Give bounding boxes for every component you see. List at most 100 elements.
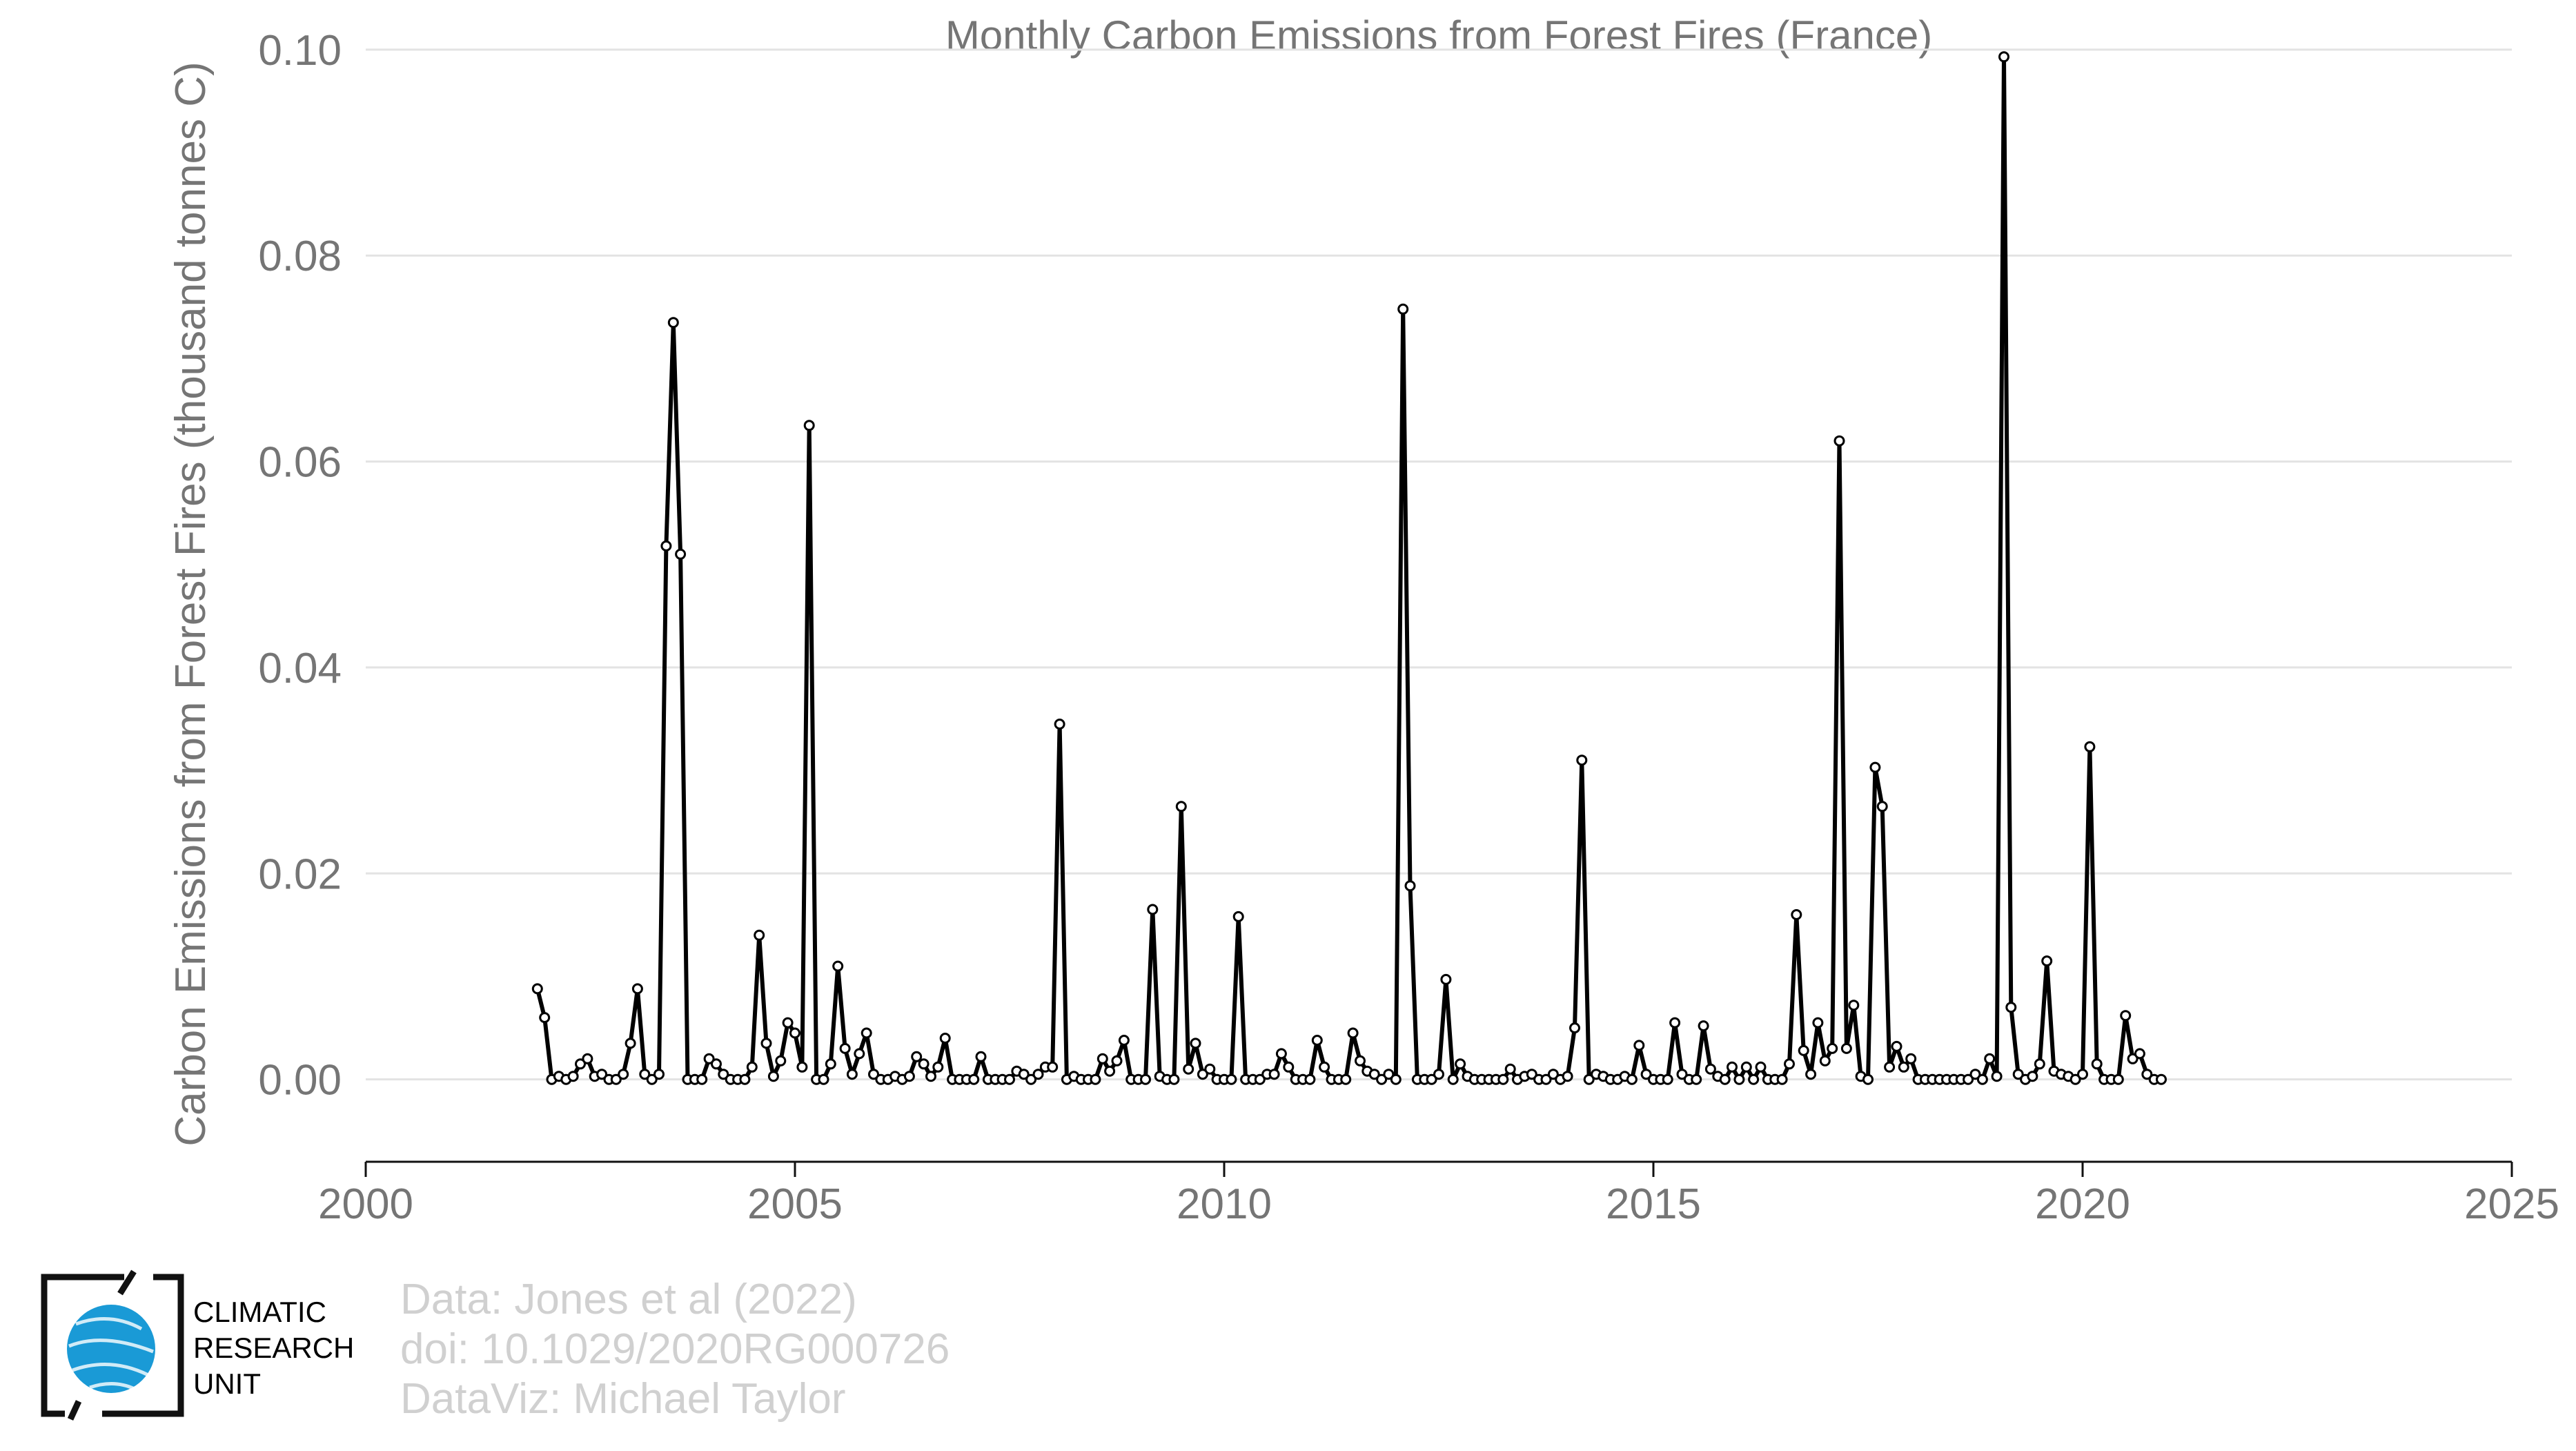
data-point: [1698, 1020, 1709, 1032]
y-tick-label: 0.10: [258, 27, 342, 75]
data-point: [1569, 1022, 1580, 1034]
data-point: [1190, 1038, 1201, 1049]
data-point: [796, 1061, 808, 1073]
data-point: [1311, 1035, 1323, 1046]
logo-text-line-3: UNIT: [193, 1367, 261, 1400]
data-point: [1032, 1069, 1044, 1080]
data-point: [1526, 1069, 1537, 1080]
logo-frame: [41, 1274, 184, 1417]
data-point: [646, 1073, 658, 1085]
data-point: [2091, 1058, 2103, 1070]
x-tick-label: 2005: [747, 1180, 843, 1228]
data-point: [825, 1058, 836, 1070]
data-point: [1576, 754, 1588, 766]
data-point: [1254, 1073, 1266, 1085]
data-point: [1097, 1053, 1108, 1064]
y-tick-label: 0.06: [258, 439, 342, 487]
data-point: [1840, 1042, 1852, 1054]
data-point: [1833, 435, 1845, 447]
data-point: [667, 317, 679, 329]
data-point: [1018, 1069, 1030, 1080]
footer-credits: Data: Jones et al (2022) doi: 10.1029/20…: [400, 1276, 950, 1423]
data-point: [1383, 1069, 1395, 1080]
data-point: [2034, 1058, 2045, 1070]
data-point: [1827, 1042, 1838, 1054]
credit-dataviz: DataViz: Michael Taylor: [400, 1375, 846, 1423]
data-point: [1118, 1035, 1130, 1046]
data-point: [1025, 1073, 1037, 1085]
series-line: [535, 55, 2161, 1082]
data-point: [1397, 303, 1409, 315]
data-point: [1497, 1073, 1509, 1085]
data-point: [1662, 1073, 1673, 1085]
data-point: [2112, 1073, 2124, 1085]
y-axis-label: Carbon Emissions from Forest Fires (thou…: [167, 61, 215, 1146]
data-point: [1812, 1017, 1824, 1029]
data-point: [868, 1069, 879, 1080]
gridlines: [366, 48, 2512, 1081]
data-point: [1676, 1069, 1688, 1080]
data-point: [625, 1038, 636, 1049]
data-point: [1347, 1027, 1359, 1039]
data-point: [903, 1071, 915, 1082]
data-point: [1054, 719, 1065, 730]
data-point: [1004, 1073, 1015, 1085]
data-point: [1991, 1071, 2003, 1082]
data-point: [2120, 1010, 2132, 1022]
data-point: [711, 1058, 722, 1070]
data-point: [1183, 1063, 1194, 1075]
data-point: [760, 1038, 772, 1049]
data-point: [675, 548, 687, 560]
data-point: [1455, 1058, 1466, 1070]
data-point: [1755, 1061, 1767, 1073]
data-point: [1748, 1073, 1760, 1085]
y-tick-label: 0.04: [258, 645, 342, 692]
x-tick-label: 2010: [1177, 1180, 1272, 1228]
data-point: [1898, 1061, 1909, 1073]
data-point: [2141, 1069, 2153, 1080]
data-point: [596, 1069, 608, 1080]
data-point: [1355, 1055, 1366, 1067]
data-point: [2012, 1069, 2024, 1080]
data-point: [939, 1033, 951, 1044]
logo-text-line-2: RESEARCH: [193, 1332, 354, 1364]
data-point: [854, 1048, 865, 1060]
data-point: [1175, 801, 1187, 812]
data-point: [1440, 973, 1452, 985]
data-point: [639, 1069, 651, 1080]
data-point: [1727, 1061, 1738, 1073]
data-point: [775, 1055, 787, 1067]
data-point: [782, 1017, 794, 1029]
data-point: [1376, 1073, 1388, 1085]
data-point: [739, 1073, 751, 1085]
data-point: [610, 1073, 622, 1085]
data-point: [1969, 1069, 1981, 1080]
data-point: [767, 1071, 779, 1082]
logo-text-line-1: CLIMATIC: [193, 1296, 326, 1328]
logo-slash: [117, 1269, 137, 1296]
data-point: [1504, 1063, 1516, 1075]
data-point: [1798, 1044, 1809, 1056]
data-point: [2027, 1071, 2038, 1082]
data-point: [2077, 1069, 2088, 1080]
data-point: [803, 420, 815, 431]
data-point: [1784, 1058, 1795, 1070]
data-point: [1168, 1073, 1180, 1085]
data-point: [1876, 801, 1888, 812]
y-tick-label: 0.08: [258, 233, 342, 280]
data-point: [1740, 1061, 1752, 1073]
data-point: [2005, 1002, 2017, 1013]
data-point: [1626, 1073, 1638, 1085]
data-point: [1104, 1065, 1116, 1077]
data-point: [1433, 1069, 1444, 1080]
data-point: [1304, 1073, 1316, 1085]
data-point: [1232, 910, 1244, 922]
data-point: [1719, 1073, 1731, 1085]
data-point: [1884, 1061, 1896, 1073]
data-point: [575, 1058, 586, 1070]
data-point: [1704, 1063, 1716, 1075]
data-point: [1848, 1000, 1860, 1011]
data-point: [1869, 761, 1881, 773]
x-tick-label: 2000: [318, 1180, 413, 1228]
data-point: [1805, 1069, 1817, 1080]
